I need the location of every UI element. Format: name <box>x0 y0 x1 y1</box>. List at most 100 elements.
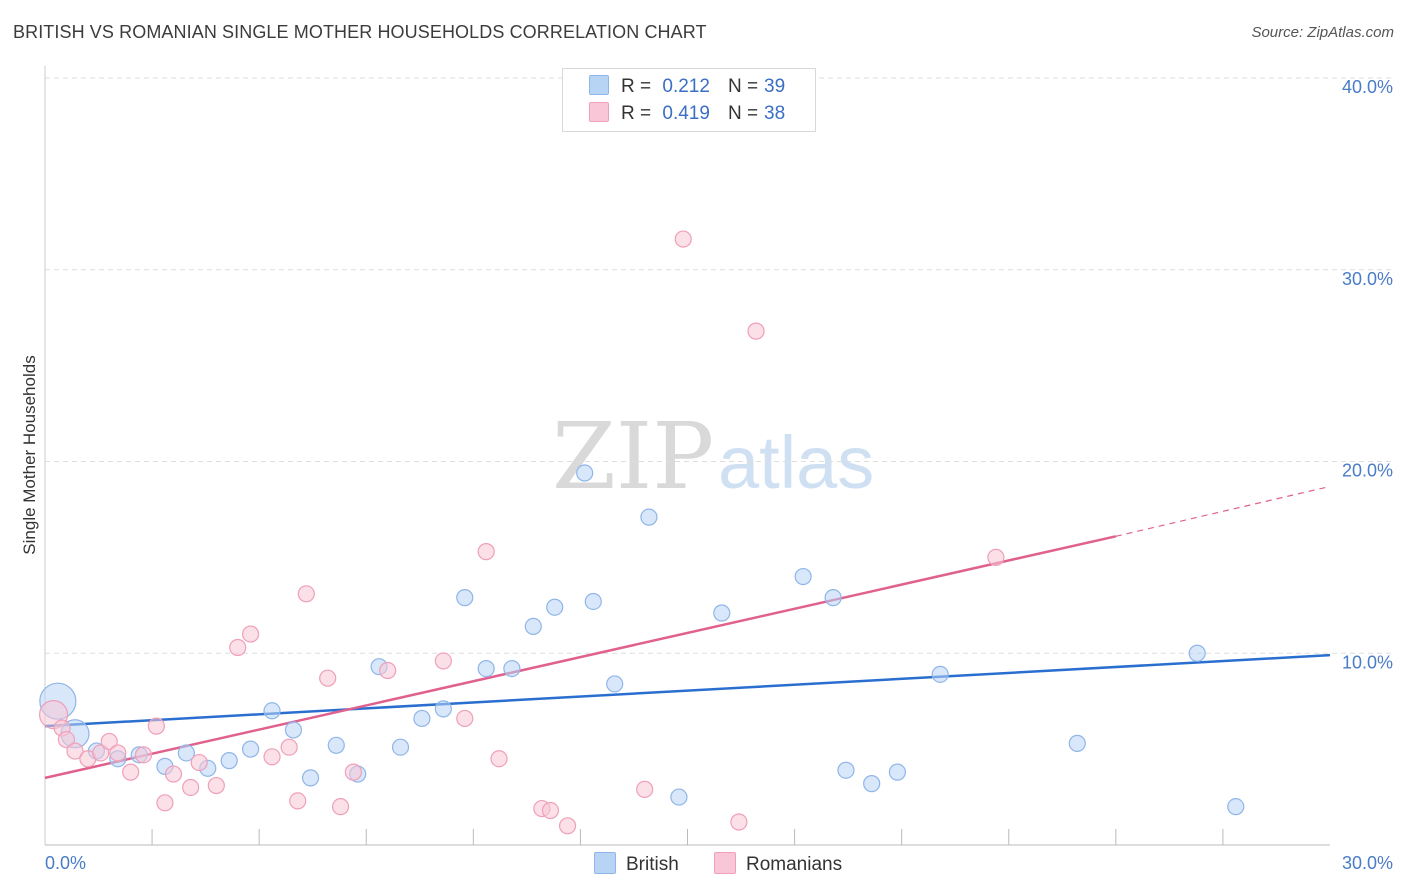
british-n-label: N = <box>727 76 759 97</box>
british-point <box>263 702 281 720</box>
british-point <box>391 738 410 756</box>
british-swatch <box>589 75 609 95</box>
bottom-legend-british[interactable]: British <box>594 852 679 876</box>
british-point <box>837 761 855 779</box>
x-tick-label-max: 30.0% <box>1342 853 1393 873</box>
romanian-point <box>147 717 165 735</box>
british-point <box>477 659 495 678</box>
romanian-point <box>987 548 1005 566</box>
trend-lines <box>44 485 1331 780</box>
y-tick-label-30: 30.0% <box>1342 269 1393 289</box>
romanian-point <box>730 813 748 831</box>
british-point <box>606 675 624 693</box>
british-point <box>301 769 320 787</box>
romanian-point <box>319 669 337 687</box>
british-legend-label: British <box>626 854 679 875</box>
romanian-point <box>229 638 247 657</box>
romanian-point <box>297 585 315 603</box>
british-point <box>931 665 949 683</box>
romanian-point <box>674 230 692 248</box>
y-axis-label: Single Mother Households <box>20 355 39 554</box>
romanian-point <box>747 322 765 340</box>
legend-row-romanian: R = 0.419 N = 38 <box>589 102 785 126</box>
y-tick-label-40: 40.0% <box>1342 77 1393 97</box>
british-point <box>524 617 542 636</box>
british-point <box>503 659 521 678</box>
romanian-point <box>456 709 474 728</box>
romanian-r-label: R = <box>621 103 652 124</box>
british-point <box>1068 734 1086 752</box>
romanian-point <box>434 652 452 670</box>
romanian-point <box>164 765 183 783</box>
romanian-point <box>263 748 281 766</box>
romanian-point <box>190 753 208 772</box>
british-r-value: 0.212 <box>662 76 710 97</box>
tick-labels: 10.0% 20.0% 30.0% 40.0% 0.0% 30.0% <box>45 77 1393 873</box>
grid-lines <box>45 77 1392 654</box>
british-legend-swatch <box>594 852 616 874</box>
british-point <box>413 709 431 728</box>
watermark-atlas: atlas <box>718 421 874 504</box>
british-point <box>284 721 303 739</box>
british-point <box>824 589 842 607</box>
british-point <box>888 763 906 781</box>
romanian-point <box>122 763 140 781</box>
romanian-point <box>207 776 225 795</box>
romanian-point <box>182 778 200 797</box>
romanian-legend-label: Romanians <box>746 854 843 875</box>
romanian-point <box>100 732 118 751</box>
british-point <box>456 589 474 607</box>
chart-title: BRITISH VS ROMANIAN SINGLE MOTHER HOUSEH… <box>13 22 707 42</box>
legend-row-british: R = 0.212 N = 39 <box>589 75 785 99</box>
romanian-n-label: N = <box>727 103 759 124</box>
british-r-label: R = <box>621 76 652 97</box>
romanian-point <box>379 661 397 680</box>
romanian-point <box>92 744 110 762</box>
british-point <box>1188 644 1206 662</box>
romanian-swatch <box>589 102 609 122</box>
romanian-point <box>156 794 174 812</box>
romanian-point <box>541 801 560 820</box>
romanian-n-value: 38 <box>764 103 786 124</box>
british-n-value: 39 <box>764 76 786 97</box>
stats-legend: R = 0.212 N = 39 R = 0.419 N = 38 <box>562 68 816 132</box>
british-point <box>863 775 881 793</box>
british-point <box>546 598 564 616</box>
british-point <box>640 508 658 526</box>
romanian-point <box>66 742 84 760</box>
romanian-point <box>289 792 307 810</box>
bottom-legend-romanians[interactable]: Romanians <box>714 852 842 876</box>
romanian-point <box>490 750 508 768</box>
british-point <box>177 744 195 762</box>
british-point <box>670 788 688 806</box>
x-tick-label-min: 0.0% <box>45 853 86 873</box>
romanian-point <box>344 763 362 781</box>
romanian-trend-line <box>44 535 1117 780</box>
romanian-point <box>558 817 577 835</box>
romanian-point <box>109 744 127 762</box>
british-point <box>434 700 452 718</box>
y-tick-label-20: 20.0% <box>1342 461 1393 481</box>
romanian-trend-extension <box>1115 485 1331 537</box>
romanian-r-value: 0.419 <box>662 103 710 124</box>
british-point <box>584 592 602 611</box>
romanian-point <box>134 746 153 764</box>
y-tick-label-10: 10.0% <box>1342 652 1393 672</box>
british-trend-line <box>44 653 1331 728</box>
romanian-point <box>636 780 654 798</box>
british-point <box>1227 798 1245 816</box>
watermark-zip: ZIP <box>552 403 714 510</box>
data-points <box>38 230 1245 835</box>
source-credit: Source: ZipAtlas.com <box>1251 24 1394 41</box>
romanian-point <box>331 798 350 816</box>
romanian-point <box>477 543 495 561</box>
romanian-legend-swatch <box>714 852 736 874</box>
british-point <box>794 567 812 586</box>
romanian-point <box>242 625 260 643</box>
british-point <box>327 736 345 754</box>
british-point <box>713 604 731 622</box>
british-point <box>242 740 260 758</box>
british-point <box>576 464 594 482</box>
british-point <box>220 752 238 770</box>
